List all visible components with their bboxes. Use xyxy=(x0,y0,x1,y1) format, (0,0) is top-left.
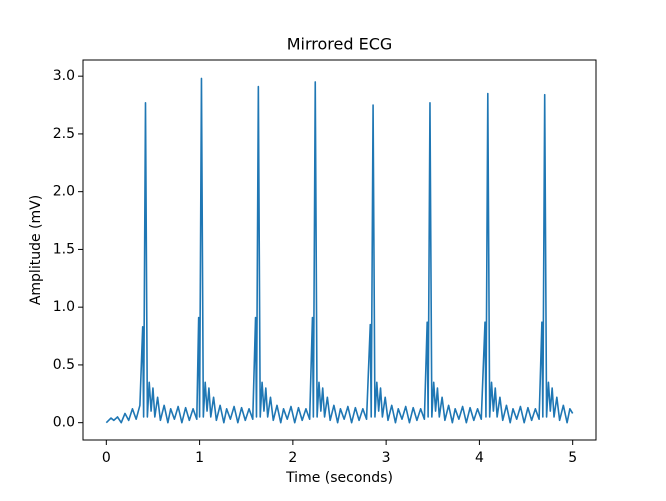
y-tick-label: 2.5 xyxy=(53,126,75,142)
y-tick-label: 2.0 xyxy=(53,184,75,200)
y-tick-label: 3.0 xyxy=(53,68,75,84)
chart-title: Mirrored ECG xyxy=(287,35,393,54)
line-series xyxy=(105,77,574,424)
y-tick-label: 1.5 xyxy=(53,241,75,257)
y-tick-label: 1.0 xyxy=(53,299,75,315)
x-tick-label: 0 xyxy=(102,450,111,466)
y-tick-label: 0.0 xyxy=(53,415,75,431)
x-tick-label: 2 xyxy=(288,450,297,466)
y-tick-label: 0.5 xyxy=(53,357,75,373)
x-tick-label: 4 xyxy=(475,450,484,466)
y-axis-label: Amplitude (mV) xyxy=(28,195,44,305)
axes-frame xyxy=(82,59,597,441)
x-axis-label: Time (seconds) xyxy=(285,470,393,486)
x-tick-label: 3 xyxy=(382,450,391,466)
x-tick-label: 5 xyxy=(568,450,577,466)
x-tick-label: 1 xyxy=(195,450,204,466)
